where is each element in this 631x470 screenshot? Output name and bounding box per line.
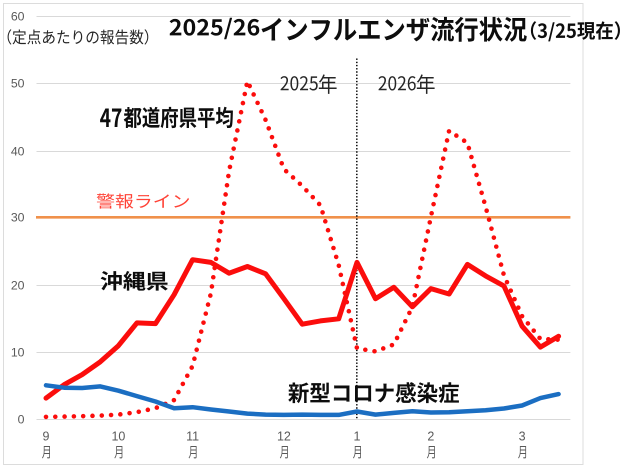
svg-text:30: 30: [11, 211, 25, 225]
svg-text:10: 10: [111, 429, 125, 443]
svg-text:3: 3: [519, 429, 526, 443]
svg-text:9: 9: [43, 429, 50, 443]
svg-text:20: 20: [11, 279, 25, 293]
svg-text:1: 1: [354, 429, 361, 443]
svg-text:11: 11: [186, 429, 199, 443]
svg-text:10: 10: [11, 346, 25, 360]
svg-text:2: 2: [427, 429, 434, 443]
svg-text:50: 50: [11, 77, 25, 91]
svg-text:0: 0: [18, 413, 25, 427]
svg-text:40: 40: [11, 145, 25, 159]
svg-text:60: 60: [11, 10, 25, 24]
svg-text:12: 12: [277, 429, 291, 443]
